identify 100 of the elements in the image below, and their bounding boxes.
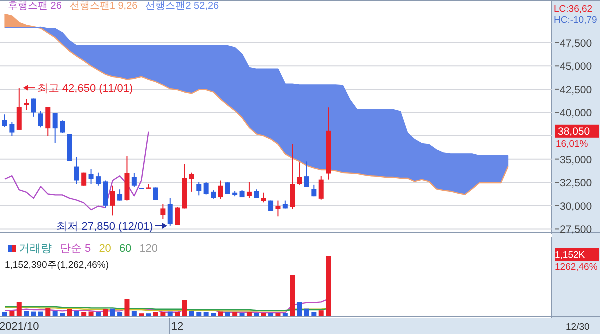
bar (254, 313, 260, 316)
bar (218, 312, 224, 316)
y-tick-label: 30,000 (560, 200, 592, 213)
line-series (4, 131, 150, 211)
bar (297, 302, 302, 316)
text: 후행스팬 26 (8, 1, 62, 12)
text: 60 (119, 243, 132, 255)
candlestick (153, 187, 158, 201)
candlestick (2, 114, 8, 128)
y-tick-label: 42,500 (560, 84, 592, 96)
candlestick (74, 156, 80, 185)
bar (110, 308, 116, 316)
bar (124, 299, 130, 316)
legend-label: 120 (140, 243, 158, 255)
candlestick (160, 204, 166, 220)
bar (168, 312, 173, 316)
candlestick (16, 88, 22, 131)
text: 선행스팬2 52,26 (146, 1, 220, 12)
candlestick (52, 112, 58, 144)
bar (240, 313, 245, 316)
candlestick (132, 172, 137, 188)
bar (16, 302, 22, 316)
bar (38, 312, 44, 316)
y-tick-label: 35,000 (560, 154, 592, 166)
candlestick (96, 172, 101, 186)
candlestick (225, 182, 230, 195)
candlestick (24, 98, 30, 111)
text: 선행스팬1 9,26 (70, 1, 138, 12)
bar (225, 312, 230, 316)
y-tick-label: 40,000 (560, 108, 592, 120)
x-tick-label: 2021/10 (0, 321, 40, 333)
candlestick (304, 161, 310, 188)
candlestick (204, 182, 209, 196)
bar (211, 313, 216, 316)
candlestick (110, 185, 116, 216)
bar (246, 312, 252, 316)
bar (312, 312, 317, 316)
annotation: 최고 42,650 (11/01) (37, 83, 134, 96)
y-tick-label: 27,500 (560, 224, 592, 236)
y-tick-label: 47,500 (560, 38, 592, 50)
bar (24, 311, 30, 316)
candlestick (38, 110, 44, 128)
candlestick (196, 182, 202, 196)
y-tick-label: 45,000 (560, 61, 592, 74)
candlestick (46, 106, 51, 137)
bar (82, 312, 87, 316)
candlestick (10, 122, 15, 137)
bar (10, 311, 15, 316)
text: 12/30 (566, 322, 590, 333)
text: 20 (99, 243, 112, 255)
y-tick-label: 32,500 (560, 178, 592, 190)
text: 단순 5 (60, 243, 92, 255)
candlestick (318, 176, 324, 200)
text: LC:36,62 (554, 4, 593, 15)
text: HC:-10,79 (554, 15, 598, 26)
bar (46, 308, 51, 316)
bar (2, 312, 8, 316)
bar (282, 313, 288, 316)
bar (31, 312, 36, 316)
bar (175, 312, 180, 316)
text: 1262,46% (555, 262, 598, 273)
candlestick (60, 120, 66, 134)
bar (52, 311, 58, 316)
bar (132, 311, 137, 316)
bar (118, 312, 123, 316)
bar (60, 313, 66, 316)
candlestick (175, 206, 180, 226)
x-tick-label: 12 (171, 321, 184, 333)
candlestick (218, 180, 224, 200)
candlestick (290, 144, 296, 210)
bar (268, 313, 274, 316)
bar (232, 312, 238, 316)
candlestick (168, 198, 173, 226)
bar (153, 312, 158, 316)
bar (160, 312, 166, 316)
bar (189, 311, 194, 316)
bar (290, 275, 296, 316)
candlestick (189, 172, 194, 192)
bar (326, 256, 332, 316)
bar (196, 312, 202, 316)
text: 16,01% (556, 138, 589, 150)
bar (67, 309, 72, 316)
candlestick (31, 98, 36, 118)
bar (304, 308, 310, 316)
bar (261, 313, 266, 316)
bar (103, 309, 108, 316)
candlestick (261, 192, 266, 204)
bar (96, 312, 101, 316)
candlestick (246, 182, 252, 199)
bar (318, 310, 324, 316)
bar (182, 300, 188, 316)
bar (276, 313, 281, 316)
legend-label: 거래량 (19, 243, 52, 255)
candlestick (82, 172, 87, 186)
candlestick (118, 189, 123, 202)
annotation: 최저 27,850 (12/01) (56, 220, 154, 233)
annotation: 1,152,390주(1,262,46%) (5, 260, 110, 271)
bar (204, 312, 209, 316)
bar (88, 312, 94, 316)
bar (74, 311, 80, 316)
